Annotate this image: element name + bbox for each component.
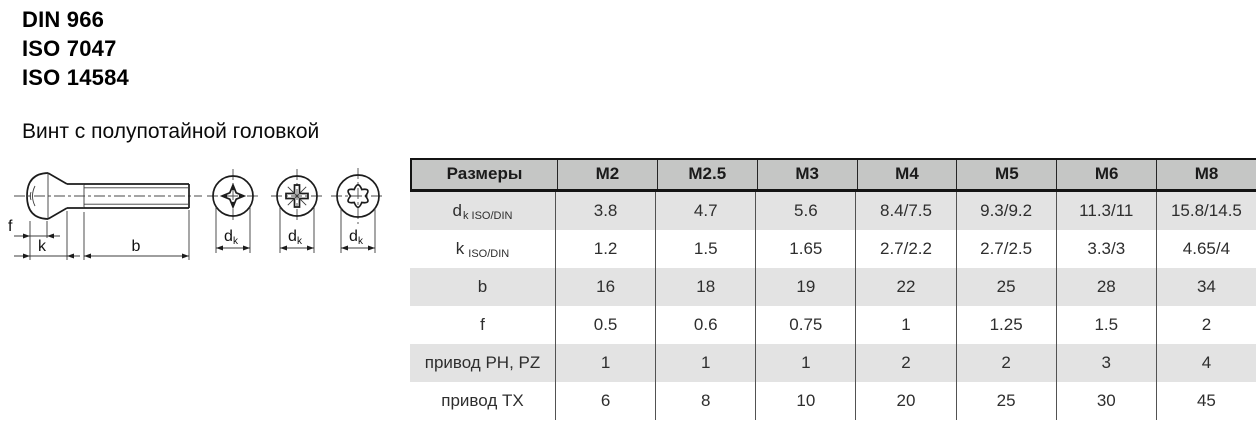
value-cell: 25 bbox=[955, 268, 1056, 306]
dimension-b: b bbox=[84, 238, 189, 259]
value-cell: 1.65 bbox=[755, 230, 855, 268]
value-cell: 8.4/7.5 bbox=[855, 192, 955, 230]
row-label-k: k ISO/DIN bbox=[455, 239, 510, 260]
product-title: Винт с полупотайной головкой bbox=[22, 120, 320, 143]
value-cell: 4.7 bbox=[655, 192, 755, 230]
value-cell: 8 bbox=[655, 382, 755, 420]
table-header-m2-5: M2.5 bbox=[656, 160, 757, 189]
value-cell: 22 bbox=[855, 268, 955, 306]
value-cell: 15.8/14.5 bbox=[1155, 192, 1256, 230]
table-row-k: k ISO/DIN 1.2 1.5 1.65 2.7/2.2 2.7/2.5 3… bbox=[410, 230, 1256, 268]
row-label-f: f bbox=[480, 315, 485, 334]
value-cell: 19 bbox=[755, 268, 855, 306]
table-header-m6: M6 bbox=[1056, 160, 1156, 189]
standard-din: DIN 966 bbox=[22, 7, 105, 32]
value-cell: 1 bbox=[655, 344, 755, 382]
value-cell: 18 bbox=[655, 268, 755, 306]
value-cell: 1 bbox=[855, 306, 955, 344]
value-cell: 0.6 bbox=[655, 306, 755, 344]
dimension-label-dk-ph: dk bbox=[224, 228, 239, 247]
value-cell: 30 bbox=[1055, 382, 1156, 420]
value-cell: 4.65/4 bbox=[1155, 230, 1256, 268]
value-cell: 3.3/3 bbox=[1055, 230, 1156, 268]
table-header-row: Размеры M2 M2.5 M3 M4 M5 M6 M8 bbox=[410, 158, 1256, 192]
table-header-m4: M4 bbox=[856, 160, 957, 189]
value-cell: 9.3/9.2 bbox=[955, 192, 1056, 230]
value-cell: 1 bbox=[755, 344, 855, 382]
value-cell: 2.7/2.2 bbox=[855, 230, 955, 268]
value-cell: 2 bbox=[855, 344, 955, 382]
value-cell: 1.25 bbox=[955, 306, 1056, 344]
value-cell: 10 bbox=[755, 382, 855, 420]
value-cell: 16 bbox=[555, 268, 655, 306]
screw-drawing-svg: f k b dk bbox=[8, 168, 385, 260]
value-cell: 1 bbox=[555, 344, 655, 382]
value-cell: 28 bbox=[1055, 268, 1156, 306]
dimension-label-dk-tx: dk bbox=[349, 228, 364, 247]
value-cell: 25 bbox=[955, 382, 1056, 420]
table-row-b: b 16 18 19 22 25 28 34 bbox=[410, 268, 1256, 306]
row-label-drive-tx: привод TX bbox=[441, 391, 524, 410]
row-label-drive-ph-pz: привод PH, PZ bbox=[424, 353, 541, 372]
value-cell: 3.8 bbox=[555, 192, 655, 230]
ph-recess-view: dk bbox=[207, 169, 259, 253]
table-header-m5: M5 bbox=[956, 160, 1056, 189]
value-cell: 6 bbox=[555, 382, 655, 420]
pz-recess-view: dk bbox=[271, 169, 323, 253]
technical-drawing: f k b dk bbox=[0, 160, 410, 285]
standard-iso-7047: ISO 7047 bbox=[22, 36, 117, 61]
value-cell: 1.5 bbox=[1055, 306, 1156, 344]
table-header-m2: M2 bbox=[557, 160, 657, 189]
dimension-f: f bbox=[8, 218, 60, 239]
value-cell: 34 bbox=[1155, 268, 1256, 306]
value-cell: 45 bbox=[1155, 382, 1256, 420]
value-cell: 20 bbox=[855, 382, 955, 420]
table-row-drive-tx: привод TX 6 8 10 20 25 30 45 bbox=[410, 382, 1256, 420]
value-cell: 5.6 bbox=[755, 192, 855, 230]
value-cell: 4 bbox=[1155, 344, 1256, 382]
table-row-f: f 0.5 0.6 0.75 1 1.25 1.5 2 bbox=[410, 306, 1256, 344]
value-cell: 2.7/2.5 bbox=[955, 230, 1056, 268]
standards-list: DIN 966 ISO 7047 ISO 14584 bbox=[22, 5, 129, 92]
value-cell: 2 bbox=[1155, 306, 1256, 344]
tx-recess-view: dk bbox=[331, 168, 385, 253]
standard-iso-14584: ISO 14584 bbox=[22, 65, 129, 90]
value-cell: 1.5 bbox=[655, 230, 755, 268]
table-header-m3: M3 bbox=[756, 160, 857, 189]
value-cell: 0.75 bbox=[755, 306, 855, 344]
table-header-sizes: Размеры bbox=[446, 164, 523, 183]
value-cell: 11.3/11 bbox=[1055, 192, 1156, 230]
row-label-b: b bbox=[477, 277, 488, 296]
value-cell: 0.5 bbox=[555, 306, 655, 344]
dimension-label-f: f bbox=[8, 218, 13, 235]
value-cell: 2 bbox=[955, 344, 1056, 382]
dimension-k: k bbox=[14, 238, 80, 259]
table-row-drive-ph-pz: привод PH, PZ 1 1 1 2 2 3 4 bbox=[410, 344, 1256, 382]
phillips-cross-icon bbox=[219, 182, 247, 210]
dimension-label-dk-pz: dk bbox=[288, 228, 303, 247]
torx-star-icon bbox=[347, 183, 369, 209]
value-cell: 3 bbox=[1055, 344, 1156, 382]
dimension-label-b: b bbox=[132, 238, 141, 255]
screw-side-view: f k b bbox=[8, 172, 202, 260]
dimension-label-k: k bbox=[38, 238, 47, 255]
table-header-m8: M8 bbox=[1156, 160, 1256, 189]
value-cell: 1.2 bbox=[555, 230, 655, 268]
